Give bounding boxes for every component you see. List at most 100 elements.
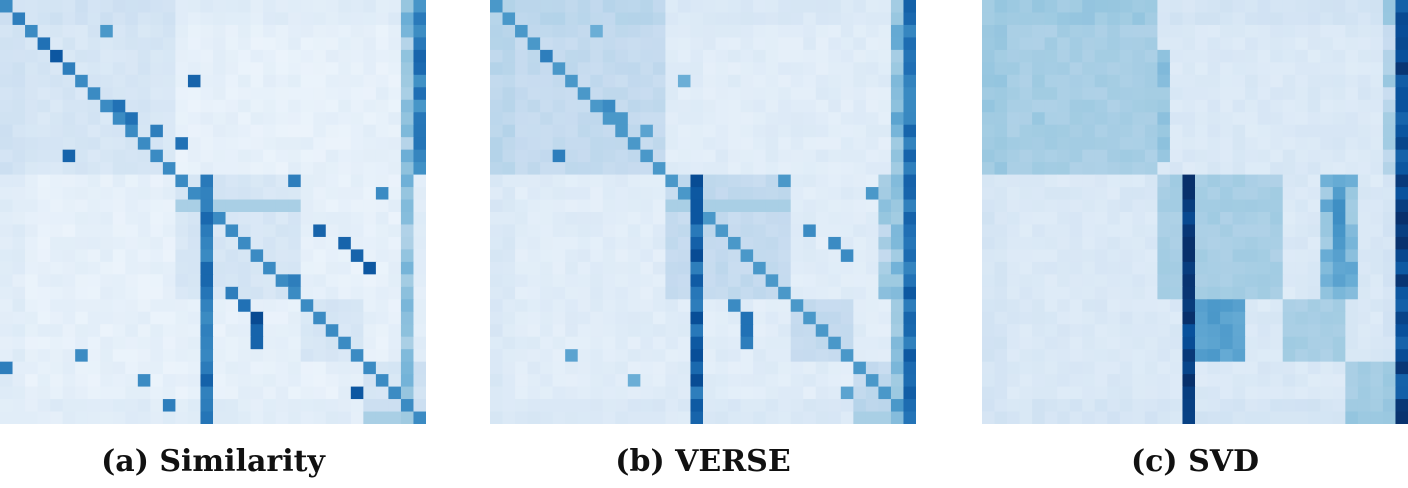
- heatmap-cell: [602, 24, 616, 39]
- heatmap-cell: [1119, 274, 1133, 288]
- heatmap-cell: [1144, 162, 1159, 176]
- heatmap-cell: [665, 74, 679, 88]
- heatmap-cell: [677, 162, 692, 176]
- heatmap-cell: [1295, 324, 1309, 338]
- heatmap-cell: [1169, 261, 1184, 275]
- heatmap-cell: [677, 349, 692, 363]
- heatmap-cell: [502, 62, 516, 76]
- heatmap-cell: [602, 311, 616, 325]
- heatmap-cell: [388, 187, 402, 201]
- heatmap-cell: [1295, 174, 1309, 188]
- heatmap-cell: [50, 336, 64, 350]
- heatmap-cell: [1320, 137, 1334, 151]
- heatmap-cell: [1119, 236, 1133, 251]
- heatmap-cell: [125, 112, 139, 126]
- heatmap-cell: [615, 162, 629, 176]
- heatmap-cell: [112, 212, 126, 226]
- heatmap-cell: [890, 0, 905, 14]
- heatmap-cell: [213, 411, 227, 424]
- heatmap-cell: [1069, 274, 1083, 288]
- heatmap-cell: [1207, 187, 1221, 201]
- heatmap-cell: [627, 49, 641, 63]
- heatmap-cell: [1107, 236, 1121, 251]
- heatmap-cell: [765, 62, 779, 76]
- heatmap-cell: [1207, 349, 1221, 363]
- heatmap-cell: [338, 174, 352, 188]
- heatmap-cell: [815, 249, 829, 263]
- heatmap-cell: [865, 386, 880, 400]
- heatmap-cell: [62, 62, 76, 76]
- heatmap-cell: [652, 224, 667, 238]
- heatmap-cell: [325, 399, 339, 413]
- heatmap-cell: [878, 224, 892, 238]
- heatmap-cell: [1245, 99, 1259, 113]
- heatmap-cell: [1220, 236, 1234, 251]
- heatmap-cell: [162, 374, 177, 388]
- heatmap-cell: [112, 149, 126, 163]
- heatmap-cell: [994, 224, 1008, 238]
- caption-svd: (c) SVD: [1130, 444, 1260, 479]
- heatmap-cell: [790, 12, 804, 26]
- heatmap-cell: [1270, 224, 1284, 238]
- heatmap-cell: [1195, 37, 1209, 51]
- heatmap-cell: [1207, 399, 1221, 413]
- heatmap-cell: [665, 49, 679, 63]
- heatmap-cell: [803, 149, 817, 163]
- heatmap-cell: [765, 112, 779, 126]
- heatmap-cell: [1220, 224, 1234, 238]
- heatmap-cell: [112, 137, 126, 151]
- heatmap-cell: [740, 49, 754, 63]
- heatmap-cell: [300, 49, 314, 63]
- heatmap-cell: [413, 212, 426, 226]
- heatmap-cell: [865, 286, 880, 300]
- heatmap-cell: [1295, 286, 1309, 300]
- heatmap-cell: [125, 236, 139, 251]
- heatmap-cell: [502, 199, 516, 213]
- heatmap-cell: [853, 62, 867, 76]
- heatmap-cell: [150, 386, 164, 400]
- heatmap-cell: [890, 374, 905, 388]
- heatmap-cell: [1395, 311, 1408, 325]
- heatmap-cell: [1320, 162, 1334, 176]
- heatmap-cell: [1320, 236, 1334, 251]
- heatmap-cell: [1307, 24, 1321, 39]
- heatmap-cell: [840, 49, 854, 63]
- heatmap-cell: [288, 137, 302, 151]
- heatmap-cell: [1370, 236, 1384, 251]
- heatmap-cell: [250, 336, 264, 350]
- heatmap-cell: [300, 199, 314, 213]
- heatmap-cell: [1182, 386, 1196, 400]
- heatmap-cell: [313, 336, 327, 350]
- heatmap-cell: [790, 112, 804, 126]
- heatmap-cell: [1007, 12, 1021, 26]
- heatmap-cell: [1370, 411, 1384, 424]
- heatmap-cell: [0, 74, 14, 88]
- heatmap-cell: [1295, 399, 1309, 413]
- heatmap-cell: [1007, 137, 1021, 151]
- heatmap-cell: [363, 386, 377, 400]
- heatmap-cell: [187, 137, 202, 151]
- heatmap-cell: [865, 149, 880, 163]
- heatmap-cell: [1357, 0, 1372, 14]
- heatmap-cell: [1119, 0, 1133, 14]
- heatmap-cell: [250, 49, 264, 63]
- heatmap-cell: [300, 286, 314, 300]
- heatmap-cell: [1282, 299, 1296, 313]
- heatmap-cell: [1195, 286, 1209, 300]
- heatmap-cell: [853, 336, 867, 350]
- heatmap-cell: [1182, 349, 1196, 363]
- heatmap-cell: [1144, 286, 1159, 300]
- heatmap-cell: [200, 224, 214, 238]
- heatmap-cell: [728, 137, 742, 151]
- heatmap-cell: [238, 249, 252, 263]
- heatmap-cell: [388, 162, 402, 176]
- heatmap-cell: [527, 124, 541, 138]
- heatmap-cell: [790, 311, 804, 325]
- heatmap-cell: [652, 212, 667, 226]
- heatmap-cell: [112, 236, 126, 251]
- heatmap-cell: [263, 0, 277, 14]
- heatmap-cell: [565, 124, 579, 138]
- heatmap-cell: [0, 112, 14, 126]
- heatmap-cell: [0, 37, 14, 51]
- heatmap-cell: [238, 124, 252, 138]
